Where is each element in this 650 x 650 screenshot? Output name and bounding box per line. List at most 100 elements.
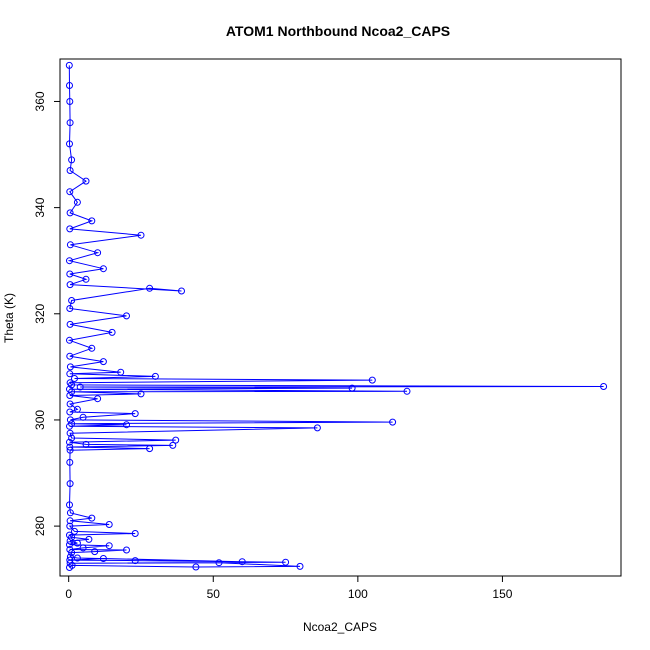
data-point [117, 368, 125, 376]
data-point [66, 438, 73, 446]
data-point [73, 539, 81, 547]
x-axis: 0 50 100 150 [65, 575, 513, 601]
y-axis: 280 300 320 340 360 [33, 91, 61, 536]
data-point [131, 530, 139, 537]
data-point [368, 376, 376, 384]
data-point [66, 209, 74, 217]
data-point [71, 527, 78, 535]
data-point [66, 119, 74, 127]
data-point [73, 198, 81, 206]
data-point [71, 375, 78, 382]
data-point [73, 405, 81, 413]
data-point [66, 241, 74, 249]
data-point [192, 563, 200, 571]
data-point [73, 554, 81, 562]
data-point [91, 548, 99, 556]
x-tick-label: 50 [207, 587, 221, 601]
data-point [66, 82, 73, 89]
data-point [169, 441, 177, 449]
data-point [66, 225, 74, 233]
data-point [66, 167, 74, 174]
data-point [389, 418, 397, 426]
data-point [66, 400, 74, 408]
data-point [79, 413, 87, 421]
data-point [66, 370, 74, 378]
y-tick-label: 340 [33, 197, 47, 217]
data-point [66, 522, 74, 530]
data-point [66, 281, 74, 289]
data-point [66, 352, 74, 360]
data-point [76, 383, 84, 391]
series-line [67, 65, 604, 568]
data-point [66, 416, 74, 424]
data-point [66, 509, 74, 517]
data-point [66, 320, 74, 328]
x-tick-label: 0 [65, 587, 72, 601]
data-point [68, 420, 76, 428]
data-point [66, 429, 74, 437]
data-point [68, 434, 76, 442]
data-point [66, 188, 74, 196]
y-tick-label: 300 [33, 410, 47, 430]
data-point [348, 384, 356, 392]
data-point [66, 257, 73, 265]
data-point [66, 480, 74, 488]
data-point [82, 440, 90, 448]
data-point [66, 553, 74, 561]
data-point [66, 458, 74, 466]
data-point [66, 98, 74, 105]
data-point [85, 535, 93, 543]
data-point [403, 387, 411, 395]
y-axis-label: Theta (K) [2, 293, 16, 343]
data-point [99, 358, 107, 366]
data-point [66, 541, 73, 549]
data-point [82, 177, 90, 185]
plot-frame [59, 58, 622, 577]
data-point [66, 363, 74, 371]
data-point [123, 312, 130, 320]
data-point [68, 533, 76, 541]
data-point [66, 501, 73, 509]
data-point [94, 249, 102, 257]
x-tick-label: 150 [492, 587, 512, 601]
data-point [66, 379, 74, 387]
data-point [66, 443, 74, 451]
data-point [178, 287, 185, 295]
data-point [99, 265, 107, 273]
y-tick-label: 360 [33, 91, 47, 111]
data-point [215, 559, 223, 567]
data-point [99, 555, 107, 562]
data-point [66, 408, 74, 416]
data-point [108, 328, 116, 336]
data-point [66, 140, 73, 148]
data-point [137, 390, 145, 398]
data-point [68, 156, 76, 164]
data-point [105, 542, 113, 550]
data-point [66, 546, 74, 553]
data-point [65, 61, 73, 69]
x-axis-label: Ncoa2_CAPS [303, 620, 377, 634]
x-tick-label: 100 [348, 587, 368, 601]
data-point [88, 217, 96, 225]
data-point [88, 514, 96, 522]
data-point [146, 284, 154, 292]
y-tick-label: 320 [33, 303, 47, 323]
data-point [66, 446, 74, 454]
data-point [88, 344, 96, 352]
data-point [105, 521, 113, 528]
data-point [66, 531, 73, 539]
data-point [123, 546, 130, 554]
data-point [172, 436, 180, 444]
data-point [66, 305, 74, 312]
data-point [123, 421, 130, 429]
data-point [296, 562, 304, 570]
data-point [66, 517, 74, 525]
data-point [79, 544, 87, 552]
data-point [66, 556, 74, 564]
data-point [238, 558, 246, 566]
data-point [66, 336, 73, 344]
data-point [131, 410, 139, 418]
y-tick-label: 280 [33, 516, 47, 536]
data-point [82, 275, 90, 283]
data-point [68, 297, 76, 304]
